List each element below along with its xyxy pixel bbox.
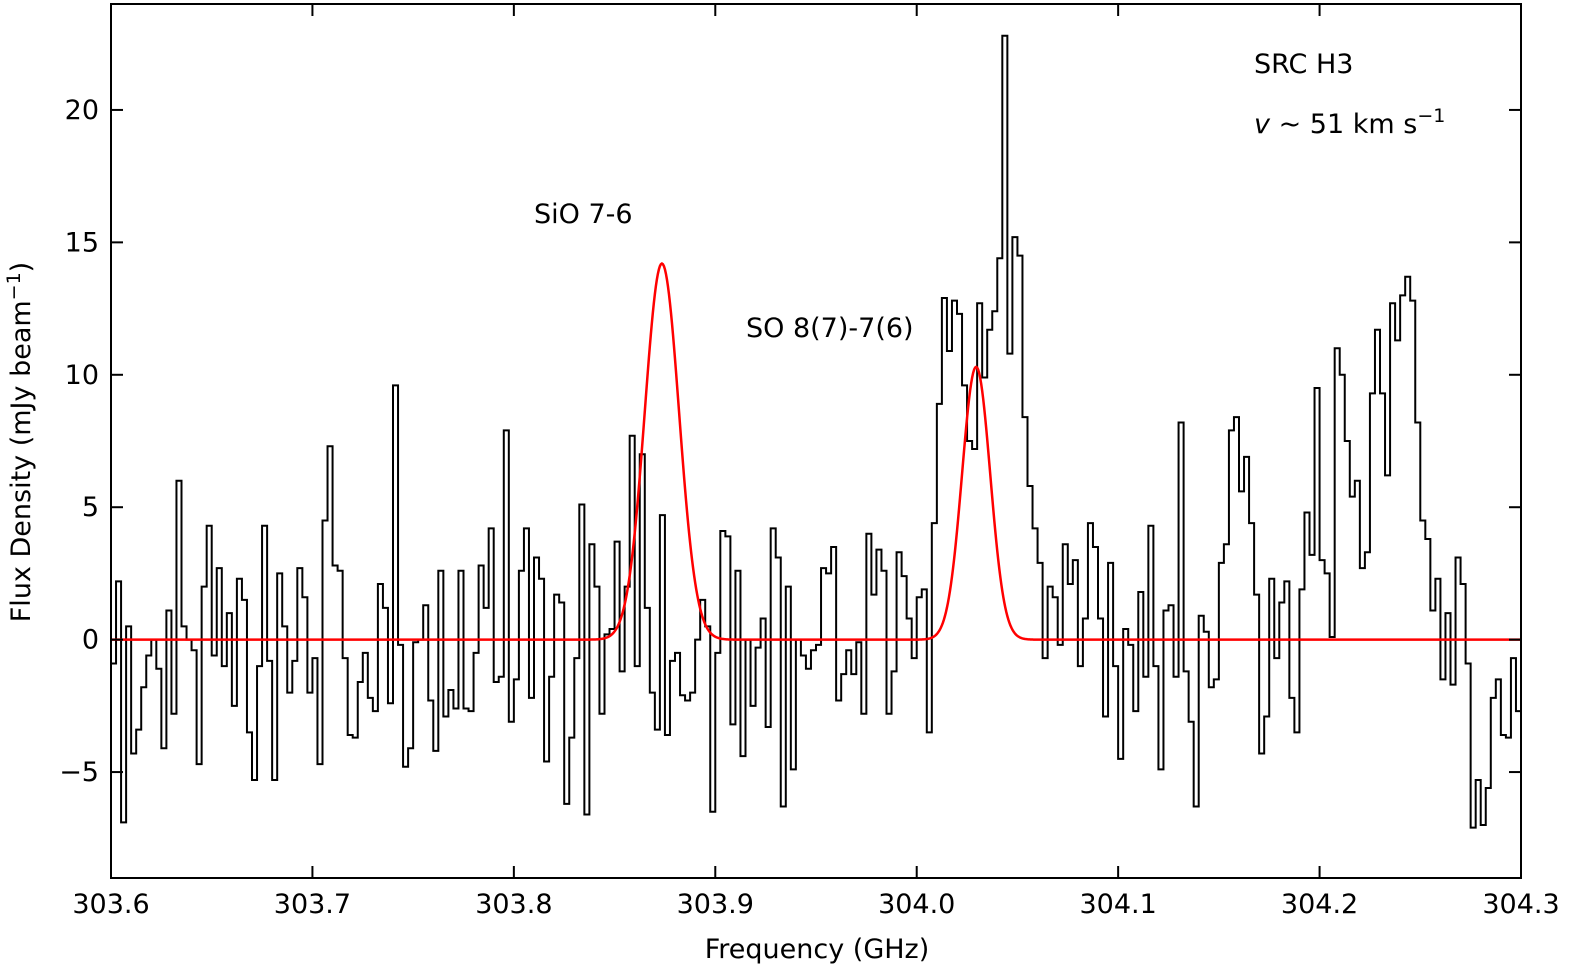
so-line-label: SO 8(7)-7(6): [746, 313, 914, 344]
spectrum-series: [111, 34, 1521, 829]
sio-line-label: SiO 7-6: [534, 199, 633, 230]
source-annotation: SRC H3: [1254, 49, 1353, 80]
y-tick-label: 0: [82, 625, 99, 656]
y-tick-label: 15: [65, 227, 99, 258]
x-tick-label: 304.2: [1281, 889, 1358, 920]
y-tick-label: 20: [65, 95, 99, 126]
y-axis-label-close: ): [6, 262, 37, 273]
gaussian-fit-series: [111, 262, 1521, 641]
y-axis-label-main: Flux Density (mJy beam: [6, 300, 37, 622]
axis-ticks: [110, 4, 1522, 878]
x-tick-label: 303.7: [274, 889, 351, 920]
x-tick-label: 303.6: [72, 889, 149, 920]
velocity-annotation: v ~ 51 km s−1: [1254, 105, 1445, 140]
axis-tick-labels: 303.6 303.7 303.8 303.9 304.0 304.1 304.2 304.3…: [59, 95, 1559, 920]
y-tick-label: 5: [82, 492, 99, 523]
y-axis-label: Flux Density (mJy beam−1): [3, 262, 37, 622]
plot-area: [111, 34, 1521, 829]
velocity-symbol: v: [1254, 109, 1271, 140]
velocity-exponent: −1: [1417, 105, 1445, 127]
y-tick-label: 10: [65, 360, 99, 391]
axes-frame: [110, 3, 1522, 879]
y-tick-label: −5: [59, 757, 99, 788]
x-tick-label: 304.1: [1079, 889, 1156, 920]
x-axis-label: Frequency (GHz): [705, 934, 930, 965]
x-tick-label: 303.8: [475, 889, 552, 920]
x-tick-label: 303.9: [677, 889, 754, 920]
y-axis-label-exponent: −1: [3, 272, 25, 300]
x-tick-label: 304.0: [878, 889, 955, 920]
velocity-value: ~ 51 km s: [1270, 109, 1417, 140]
x-tick-label: 304.3: [1482, 889, 1559, 920]
